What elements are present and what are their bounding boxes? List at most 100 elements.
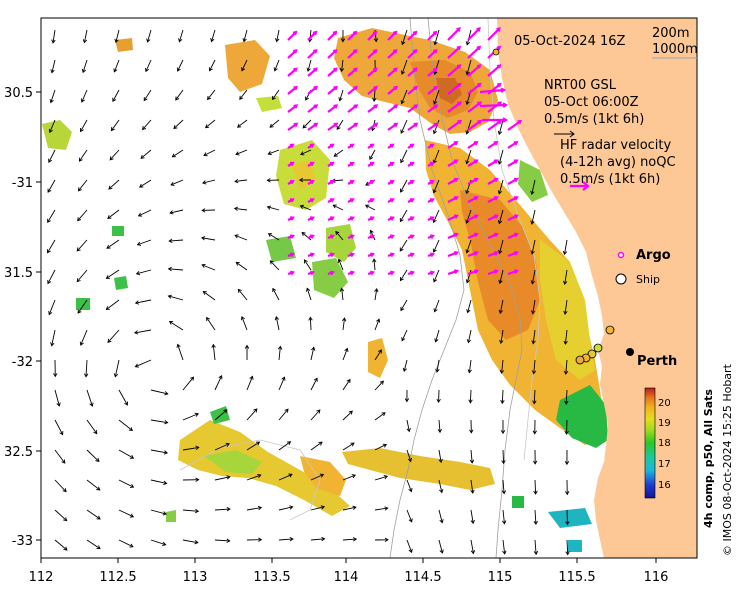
model-arrow [106, 299, 120, 310]
model-arrow [532, 329, 536, 344]
radar-arrow-head [429, 198, 435, 203]
model-arrow [76, 239, 88, 252]
model-scale: 0.5m/s (1kt 6h) [544, 112, 644, 127]
model-arrow [310, 538, 325, 541]
model-arrow [201, 237, 216, 241]
model-arrow-head [300, 151, 305, 156]
radar-arrow-head [473, 232, 479, 238]
model-arrow [234, 179, 248, 182]
model-arrow [302, 119, 312, 129]
model-arrow [150, 479, 167, 484]
model-arrow [80, 329, 88, 346]
model-arrow [54, 479, 67, 492]
model-arrow [342, 410, 353, 421]
radar-scale-arrow [570, 181, 590, 191]
model-arrow [246, 376, 253, 391]
radar-arrow-head [496, 64, 502, 69]
model-arrow [436, 359, 440, 373]
model-arrow-head [114, 38, 119, 44]
radar-arrow-head [413, 104, 419, 109]
radar-arrow-head [513, 159, 519, 164]
model-arrow-head [163, 480, 168, 486]
radar-arrow-head [413, 122, 419, 127]
model-arrow-head [139, 183, 144, 188]
model-arrow-head [202, 290, 207, 295]
model-arrow-head [113, 373, 119, 378]
model-arrow [374, 380, 384, 391]
model-arrow-head [79, 341, 84, 346]
model-arrow-head [77, 217, 82, 222]
model-arrow [51, 59, 56, 73]
radar-arrow-head [513, 232, 519, 238]
radar-arrow-head [409, 234, 415, 239]
model-arrow [502, 479, 505, 494]
model-arrow [268, 149, 280, 155]
model-arrow-head [530, 220, 535, 225]
radar-arrow-head [473, 250, 479, 256]
model-arrow [182, 539, 198, 544]
radar-arrow-head [473, 196, 479, 201]
radar-arrow-head [409, 143, 415, 148]
model-arrow [48, 149, 56, 163]
model-arrow [278, 346, 281, 361]
model-arrow [137, 239, 152, 246]
colorbar-tick-18: 18 [658, 438, 671, 449]
model-arrow-head [173, 125, 178, 130]
model-arrow [566, 539, 569, 555]
radar-arrow-head [292, 30, 298, 36]
model-arrow [142, 119, 152, 130]
model-arrow-head [565, 551, 570, 556]
model-arrow [237, 119, 248, 128]
radar-arrow-head [493, 232, 499, 238]
x-tick-113-5: 113.5 [253, 570, 290, 585]
model-arrow-head [93, 430, 98, 435]
model-arrow [241, 316, 248, 331]
model-arrow-head [465, 130, 470, 135]
model-arrow [406, 419, 410, 432]
radar-arrow-head [293, 122, 299, 127]
model-arrow-head [470, 519, 475, 525]
model-arrow-head [109, 156, 114, 161]
model-arrow [433, 239, 440, 253]
radar-arrow-head [429, 216, 435, 221]
x-tick-114: 114 [334, 570, 359, 585]
model-arrow [278, 506, 293, 511]
model-arrow-head [288, 473, 293, 478]
model-arrow [466, 239, 472, 253]
model-arrow [169, 321, 184, 331]
radar-arrow-head [453, 269, 460, 274]
model-arrow-head [531, 310, 536, 315]
model-arrow [498, 149, 504, 165]
radar-title-line1: HF radar velocity [560, 138, 672, 153]
model-arrow [145, 59, 152, 72]
model-arrow-head [497, 160, 503, 165]
model-arrow-head [531, 370, 537, 375]
radar-arrow-head [456, 45, 462, 51]
model-arrow [50, 89, 56, 103]
radar-arrow-head [332, 48, 338, 54]
model-arrow [81, 89, 88, 103]
model-arrow-head [373, 38, 379, 43]
model-arrow [86, 479, 101, 491]
radar-arrow-head [312, 48, 318, 54]
model-arrow-head [466, 339, 472, 344]
model-arrow-head [433, 41, 438, 46]
y-tick-32: -32 [12, 355, 33, 370]
radar-arrow [467, 27, 481, 41]
model-arrow-head [223, 409, 228, 414]
isobath-label-1000m: 1000m [652, 42, 698, 57]
model-arrow-head [335, 230, 340, 236]
model-arrow [47, 239, 56, 253]
model-arrow [466, 59, 472, 75]
map-timestamp: 05-Oct-2024 16Z [514, 34, 626, 49]
radar-arrow-head [329, 180, 335, 185]
model-arrow [534, 479, 537, 494]
model-arrow-head [164, 420, 169, 425]
model-arrow [533, 359, 536, 374]
model-arrow [207, 89, 216, 100]
radar-arrow-head [493, 159, 499, 164]
model-arrow [147, 29, 152, 43]
radar-arrow-head [389, 143, 395, 148]
model-arrow [48, 299, 56, 315]
model-arrow-head [284, 408, 289, 413]
